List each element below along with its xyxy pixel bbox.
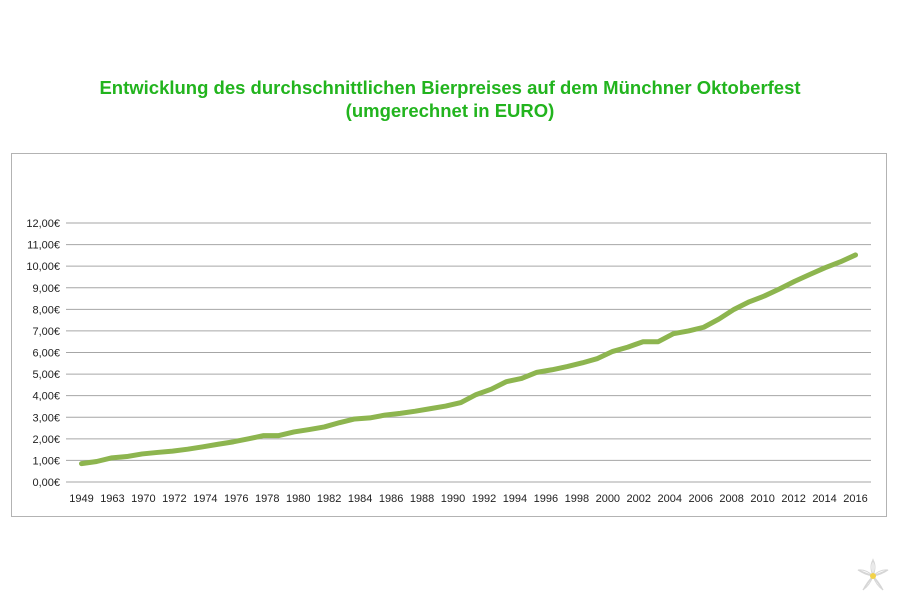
x-tick-label: 1982 [317, 493, 341, 505]
y-tick-label: 10,00€ [26, 261, 60, 273]
x-tick-label: 1992 [472, 493, 496, 505]
x-tick-label: 1994 [503, 493, 527, 505]
y-tick-label: 9,00€ [32, 283, 60, 295]
y-tick-label: 8,00€ [32, 304, 60, 316]
y-tick-label: 2,00€ [32, 434, 60, 446]
chart-title-line-2: (umgerechnet in EURO) [345, 100, 555, 121]
x-tick-label: 2002 [627, 493, 651, 505]
x-tick-label: 2004 [658, 493, 682, 505]
x-tick-label: 1974 [193, 493, 217, 505]
chart-title-line-1: Entwicklung des durchschnittlichen Bierp… [99, 77, 801, 98]
y-tick-label: 7,00€ [32, 326, 60, 338]
y-axis-tick-labels: 0,00€ 1,00€ 2,00€ 3,00€ 4,00€ 5,00€ 6,00€ 7,00€… [26, 218, 60, 489]
y-tick-label: 0,00€ [32, 477, 60, 489]
chart-title: Entwicklung des durchschnittlichen Bierp… [0, 76, 900, 122]
x-tick-label: 2016 [843, 493, 867, 505]
x-tick-label: 2008 [719, 493, 743, 505]
x-tick-label: 1996 [534, 493, 558, 505]
series-line [78, 252, 859, 467]
x-tick-label: 1980 [286, 493, 310, 505]
y-tick-label: 12,00€ [26, 218, 60, 230]
x-tick-label: 1976 [224, 493, 248, 505]
x-tick-label: 2012 [781, 493, 805, 505]
x-tick-label: 1970 [131, 493, 155, 505]
x-tick-label: 1984 [348, 493, 372, 505]
edelweiss-icon [857, 558, 889, 591]
x-tick-label: 1998 [565, 493, 589, 505]
x-tick-label: 1978 [255, 493, 279, 505]
y-tick-label: 6,00€ [32, 348, 60, 360]
gridlines [66, 222, 871, 483]
x-tick-label: 2014 [812, 493, 836, 505]
x-tick-label: 1990 [441, 493, 465, 505]
x-tick-label: 1963 [100, 493, 124, 505]
x-tick-label: 1972 [162, 493, 186, 505]
y-tick-label: 5,00€ [32, 369, 60, 381]
y-tick-label: 3,00€ [32, 412, 60, 424]
x-tick-label: 2006 [688, 493, 712, 505]
chart-frame [11, 153, 887, 517]
x-tick-label: 2010 [750, 493, 774, 505]
series-line-group [78, 252, 859, 467]
x-tick-label: 1986 [379, 493, 403, 505]
y-tick-label: 11,00€ [27, 240, 60, 252]
x-tick-label: 1949 [69, 493, 93, 505]
x-tick-label: 2000 [596, 493, 620, 505]
x-tick-label: 1988 [410, 493, 434, 505]
y-tick-label: 1,00€ [32, 455, 60, 467]
x-axis-tick-labels: 1949 1963 1970 1972 1974 1976 1978 1980 1982 1984… [69, 493, 868, 505]
y-tick-label: 4,00€ [32, 391, 60, 403]
